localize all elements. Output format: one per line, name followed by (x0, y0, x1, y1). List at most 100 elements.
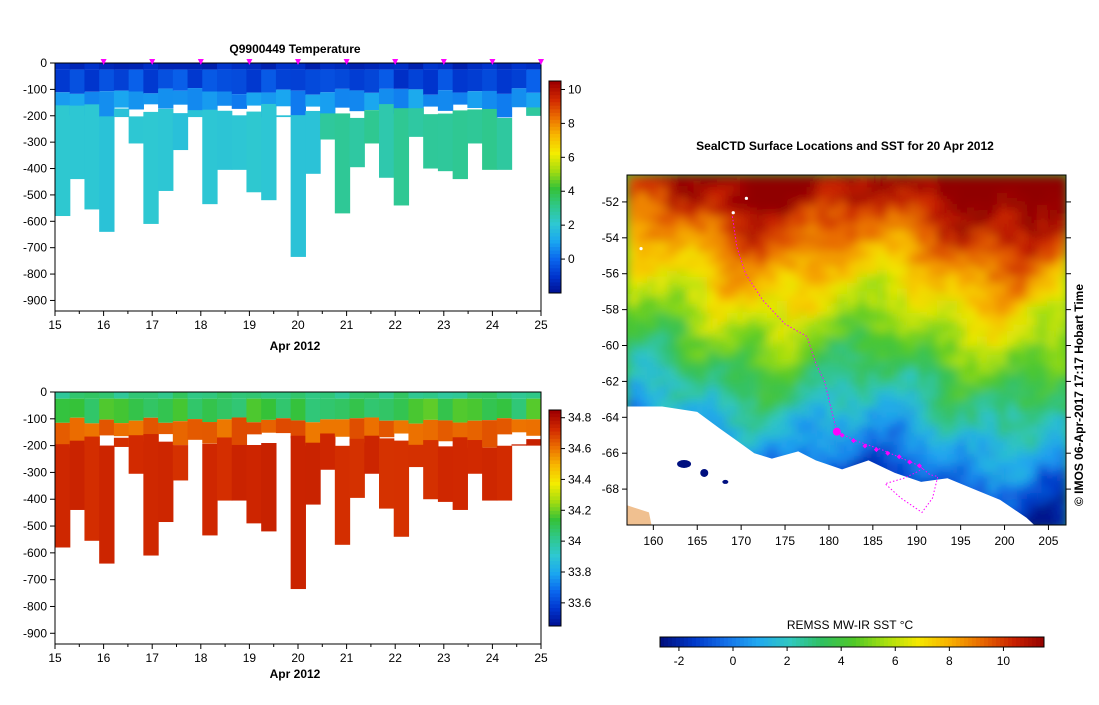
sst-pixel (927, 187, 938, 194)
sst-pixel (1007, 439, 1018, 446)
sst-pixel (687, 385, 698, 392)
sst-pixel (807, 289, 818, 296)
sst-pixel (627, 361, 638, 368)
sst-pixel (707, 379, 718, 386)
section-cell (55, 398, 71, 423)
colorbar-segment (549, 247, 561, 252)
sst-pixel (797, 253, 808, 260)
sst-pixel (997, 223, 1008, 230)
sst-pixel (1007, 211, 1018, 218)
sst-pixel (687, 253, 698, 260)
section-cell (511, 398, 527, 420)
sst-pixel (787, 331, 798, 338)
sst-pixel (857, 361, 868, 368)
sst-pixel (1017, 307, 1028, 314)
temperature-chart-title: Q9900449 Temperature (229, 42, 361, 56)
sst-pixel (777, 205, 788, 212)
sst-pixel (977, 211, 988, 218)
sst-pixel (937, 205, 948, 212)
sst-pixel (1057, 517, 1066, 524)
sst-pixel (737, 235, 748, 242)
sst-pixel (757, 205, 768, 212)
sst-pixel (1047, 229, 1058, 236)
sst-pixel (687, 391, 698, 398)
sst-pixel (977, 295, 988, 302)
sst-pixel (687, 325, 698, 332)
sst-pixel (797, 187, 808, 194)
sst-colorbar-tick-label: 2 (784, 654, 791, 668)
colorbar-segment (549, 514, 561, 519)
colorbar-segment (549, 413, 561, 418)
section-cell (452, 63, 468, 70)
sst-pixel (977, 469, 988, 476)
sst-colorbar-segment (976, 637, 981, 647)
sst-pixel (887, 187, 898, 194)
sst-pixel (627, 337, 638, 344)
section-cell (55, 105, 71, 217)
sst-pixel (777, 439, 788, 446)
sst-pixel (907, 451, 918, 458)
sst-colorbar-tick-label: 8 (946, 654, 953, 668)
section-cell (511, 444, 527, 446)
sst-pixel (707, 271, 718, 278)
sst-colorbar-segment (872, 637, 877, 647)
sst-pixel (727, 223, 738, 230)
sst-pixel (1027, 361, 1038, 368)
section-cell (113, 392, 130, 399)
sst-pixel (637, 193, 648, 200)
sst-pixel (767, 427, 778, 434)
sst-pixel (847, 409, 858, 416)
section-cell (290, 63, 306, 70)
sst-pixel (677, 337, 688, 344)
temperature-cells (55, 63, 541, 257)
sst-pixel (667, 385, 678, 392)
sst-pixel (1007, 319, 1018, 326)
sst-pixel (717, 295, 728, 302)
sst-pixel (867, 265, 878, 272)
sst-pixel (857, 349, 868, 356)
sst-pixel (747, 199, 758, 206)
colorbar-segment (549, 254, 561, 259)
sst-colorbar-segment (792, 637, 797, 647)
sst-pixel (837, 391, 848, 398)
sst-pixel (1047, 511, 1058, 518)
sst-pixel (937, 241, 948, 248)
sst-pixel (817, 295, 828, 302)
sst-pixel (1037, 493, 1048, 500)
sst-pixel (707, 181, 718, 188)
sst-pixel (907, 283, 918, 290)
salinity-y-axis: 0-100-200-300-400-500-600-700-800-900 (23, 385, 55, 640)
sst-pixel (977, 223, 988, 230)
sst-pixel (727, 355, 738, 362)
sst-pixel (767, 193, 778, 200)
sst-pixel (1037, 175, 1048, 182)
sst-pixel (797, 409, 808, 416)
sst-pixel (887, 445, 898, 452)
sst-pixel (727, 331, 738, 338)
sst-pixel (687, 379, 698, 386)
sst-pixel (1057, 373, 1066, 380)
section-cell (202, 63, 218, 70)
sst-pixel (857, 313, 868, 320)
sst-pixel (797, 373, 808, 380)
colorbar-segment (549, 215, 561, 220)
sst-pixel (957, 175, 968, 182)
colorbar-frame (548, 409, 562, 627)
sst-pixel (787, 259, 798, 266)
sst-pixel (807, 211, 818, 218)
sst-pixel (937, 193, 948, 200)
sst-pixel (777, 379, 788, 386)
section-cell (69, 392, 86, 399)
sst-pixel (727, 217, 738, 224)
sst-pixel (907, 445, 918, 452)
sst-pixel (847, 253, 858, 260)
sst-pixel (987, 259, 998, 266)
sst-pixel (907, 259, 918, 266)
sst-pixel (987, 217, 998, 224)
sst-pixel (827, 277, 838, 284)
sst-pixel (847, 217, 858, 224)
sst-pixel (1017, 301, 1028, 308)
sst-pixel (707, 337, 718, 344)
sst-pixel (897, 301, 908, 308)
